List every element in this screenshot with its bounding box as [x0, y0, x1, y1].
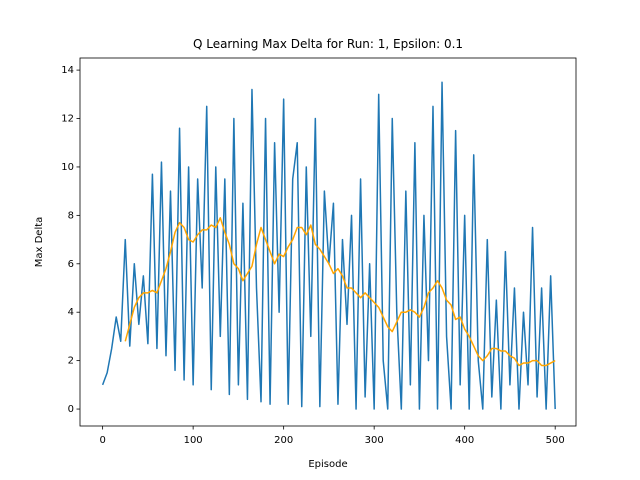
x-tick-label: 300	[365, 435, 384, 446]
y-tick-label: 10	[61, 162, 74, 173]
chart-title: Q Learning Max Delta for Run: 1, Epsilon…	[193, 37, 463, 51]
x-tick-label: 500	[546, 435, 565, 446]
y-tick-label: 12	[61, 114, 74, 125]
plot-frame	[79, 57, 577, 427]
data-line	[124, 217, 556, 367]
y-tick-label: 0	[68, 404, 74, 415]
x-tick-label: 100	[184, 435, 203, 446]
y-tick-label: 2	[68, 356, 74, 367]
y-tick-label: 8	[68, 210, 74, 221]
y-tick-label: 6	[68, 259, 74, 270]
x-tick-label: 0	[99, 435, 105, 446]
y-axis-label: Max Delta	[34, 217, 45, 268]
y-tick-label: 4	[68, 307, 74, 318]
x-axis-label: Episode	[308, 459, 347, 470]
x-tick-label: 200	[274, 435, 293, 446]
y-tick-label: 14	[61, 65, 74, 76]
x-tick-label: 400	[455, 435, 474, 446]
